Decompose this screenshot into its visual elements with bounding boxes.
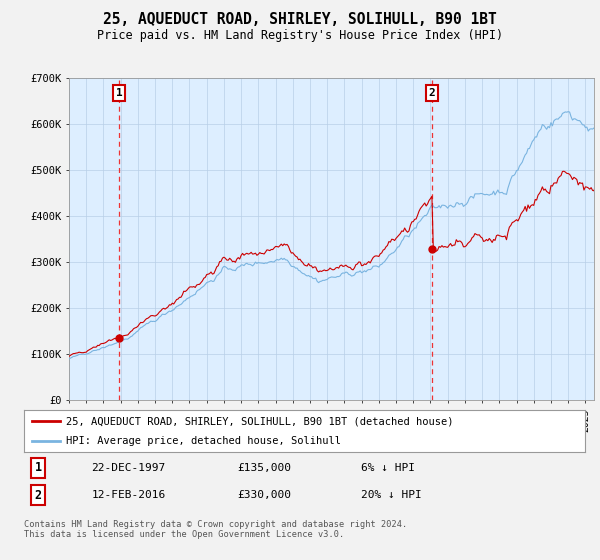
Text: 2: 2: [428, 88, 435, 98]
Text: HPI: Average price, detached house, Solihull: HPI: Average price, detached house, Soli…: [66, 436, 341, 446]
Text: 1: 1: [116, 88, 122, 98]
Text: 22-DEC-1997: 22-DEC-1997: [91, 463, 166, 473]
Text: £135,000: £135,000: [237, 463, 291, 473]
Text: Contains HM Land Registry data © Crown copyright and database right 2024.
This d: Contains HM Land Registry data © Crown c…: [24, 520, 407, 539]
Text: 2: 2: [34, 489, 41, 502]
Text: 20% ↓ HPI: 20% ↓ HPI: [361, 490, 421, 500]
Text: £330,000: £330,000: [237, 490, 291, 500]
Text: 25, AQUEDUCT ROAD, SHIRLEY, SOLIHULL, B90 1BT: 25, AQUEDUCT ROAD, SHIRLEY, SOLIHULL, B9…: [103, 12, 497, 27]
Text: 1: 1: [34, 461, 41, 474]
Text: 25, AQUEDUCT ROAD, SHIRLEY, SOLIHULL, B90 1BT (detached house): 25, AQUEDUCT ROAD, SHIRLEY, SOLIHULL, B9…: [66, 416, 454, 426]
Text: 6% ↓ HPI: 6% ↓ HPI: [361, 463, 415, 473]
Text: 12-FEB-2016: 12-FEB-2016: [91, 490, 166, 500]
Text: Price paid vs. HM Land Registry's House Price Index (HPI): Price paid vs. HM Land Registry's House …: [97, 29, 503, 42]
